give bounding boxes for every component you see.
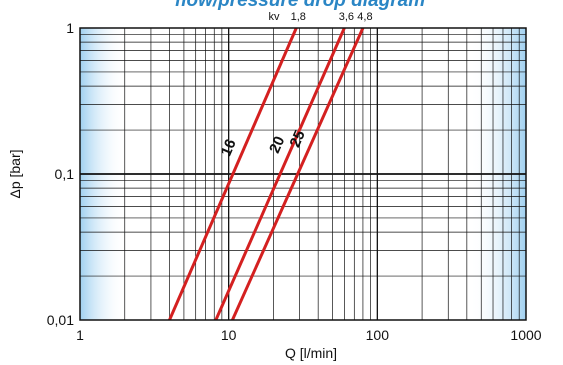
kv-value-25: 4,8 (357, 11, 372, 23)
x-tick-label: 1 (76, 327, 84, 343)
plot-frame (79, 27, 527, 321)
y-tick-label: 1 (66, 20, 74, 36)
series-lines-layer (168, 28, 365, 320)
grid-layer (80, 28, 526, 320)
kv-label: kv (269, 11, 281, 23)
x-tick-label: 1000 (510, 327, 541, 343)
y-tick-label: 0,01 (47, 312, 74, 328)
series-label-25: 25 (286, 128, 308, 150)
kv-value-20: 3,6 (339, 11, 354, 23)
x-axis-label: Q [l/min] (285, 345, 337, 361)
series-label-16: 16 (218, 137, 240, 159)
x-tick-label: 10 (221, 327, 237, 343)
series-line-25 (231, 28, 365, 320)
y-tick-label: 0,1 (55, 166, 75, 182)
x-tick-label: 100 (366, 327, 390, 343)
series-line-16 (168, 28, 298, 320)
labels-layer: 1 10 100 1000 0,01 0,1 1 Q [l/min] Δp [bar] kv 1,8… (7, 11, 542, 361)
chart-title: flow/pressure drop diagram (175, 0, 425, 11)
kv-value-16: 1,8 (291, 11, 306, 23)
series-label-20: 20 (266, 134, 288, 156)
series-line-20 (214, 28, 346, 320)
y-axis-label: Δp [bar] (7, 149, 23, 198)
